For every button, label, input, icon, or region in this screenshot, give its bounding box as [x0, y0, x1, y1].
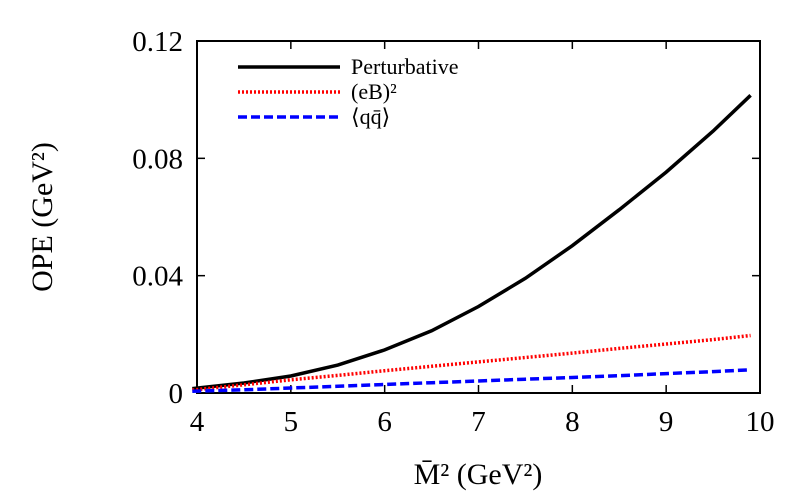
x-tick-label: 8: [565, 406, 580, 438]
legend-label-1: (eB)²: [351, 79, 397, 104]
x-tick-label: 6: [377, 406, 392, 438]
y-tick-label: 0.12: [132, 26, 183, 58]
plot-frame: [196, 40, 761, 394]
series-line-0: [192, 94, 752, 391]
legend: Perturbative(eB)²⟨qq̄⟩: [238, 54, 459, 129]
legend-label-0: Perturbative: [351, 54, 459, 79]
x-tick-label: 4: [190, 406, 205, 438]
series-line-2: [192, 368, 751, 393]
x-axis-label: M̄² (GeV²): [414, 458, 543, 491]
legend-label-2: ⟨qq̄⟩: [351, 104, 390, 129]
y-tick-label: 0.04: [132, 261, 183, 293]
x-tick-label: 7: [471, 406, 486, 438]
x-tick-label: 9: [659, 406, 674, 438]
y-tick-label: 0: [169, 378, 184, 410]
y-axis-label: OPE (GeV²): [26, 142, 59, 292]
series-group: [192, 94, 752, 393]
axis-tick-labels: 4 5 6 7 8 9 10 0 0.04 0.08 0.12: [132, 26, 774, 438]
y-tick-label: 0.08: [132, 143, 183, 175]
series-line-1: [192, 333, 751, 392]
x-tick-label: 5: [284, 406, 299, 438]
axis-ticks: [196, 40, 761, 394]
x-tick-label: 10: [746, 406, 775, 438]
